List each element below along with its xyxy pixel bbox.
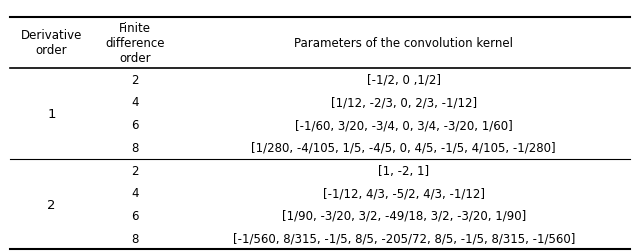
- Text: 2: 2: [47, 198, 56, 211]
- Text: Finite
difference
order: Finite difference order: [106, 22, 165, 65]
- Text: 4: 4: [132, 186, 139, 199]
- Text: 2: 2: [132, 74, 139, 86]
- Text: 4: 4: [132, 96, 139, 109]
- Text: [-1/60, 3/20, -3/4, 0, 3/4, -3/20, 1/60]: [-1/60, 3/20, -3/4, 0, 3/4, -3/20, 1/60]: [295, 119, 513, 132]
- Text: 1: 1: [47, 107, 56, 120]
- Text: [1, -2, 1]: [1, -2, 1]: [378, 164, 429, 177]
- Text: 6: 6: [132, 209, 139, 222]
- Text: 8: 8: [132, 232, 139, 245]
- Text: [1/90, -3/20, 3/2, -49/18, 3/2, -3/20, 1/90]: [1/90, -3/20, 3/2, -49/18, 3/2, -3/20, 1…: [282, 209, 526, 222]
- Text: Derivative
order: Derivative order: [21, 29, 82, 57]
- Text: [-1/560, 8/315, -1/5, 8/5, -205/72, 8/5, -1/5, 8/315, -1/560]: [-1/560, 8/315, -1/5, 8/5, -205/72, 8/5,…: [232, 232, 575, 245]
- Text: 8: 8: [132, 141, 139, 154]
- Text: [1/12, -2/3, 0, 2/3, -1/12]: [1/12, -2/3, 0, 2/3, -1/12]: [331, 96, 477, 109]
- Text: [1/280, -4/105, 1/5, -4/5, 0, 4/5, -1/5, 4/105, -1/280]: [1/280, -4/105, 1/5, -4/5, 0, 4/5, -1/5,…: [252, 141, 556, 154]
- Text: 6: 6: [132, 119, 139, 132]
- Text: [-1/12, 4/3, -5/2, 4/3, -1/12]: [-1/12, 4/3, -5/2, 4/3, -1/12]: [323, 186, 485, 199]
- Text: Parameters of the convolution kernel: Parameters of the convolution kernel: [294, 37, 513, 50]
- Text: 2: 2: [132, 164, 139, 177]
- Text: [-1/2, 0 ,1/2]: [-1/2, 0 ,1/2]: [367, 74, 441, 86]
